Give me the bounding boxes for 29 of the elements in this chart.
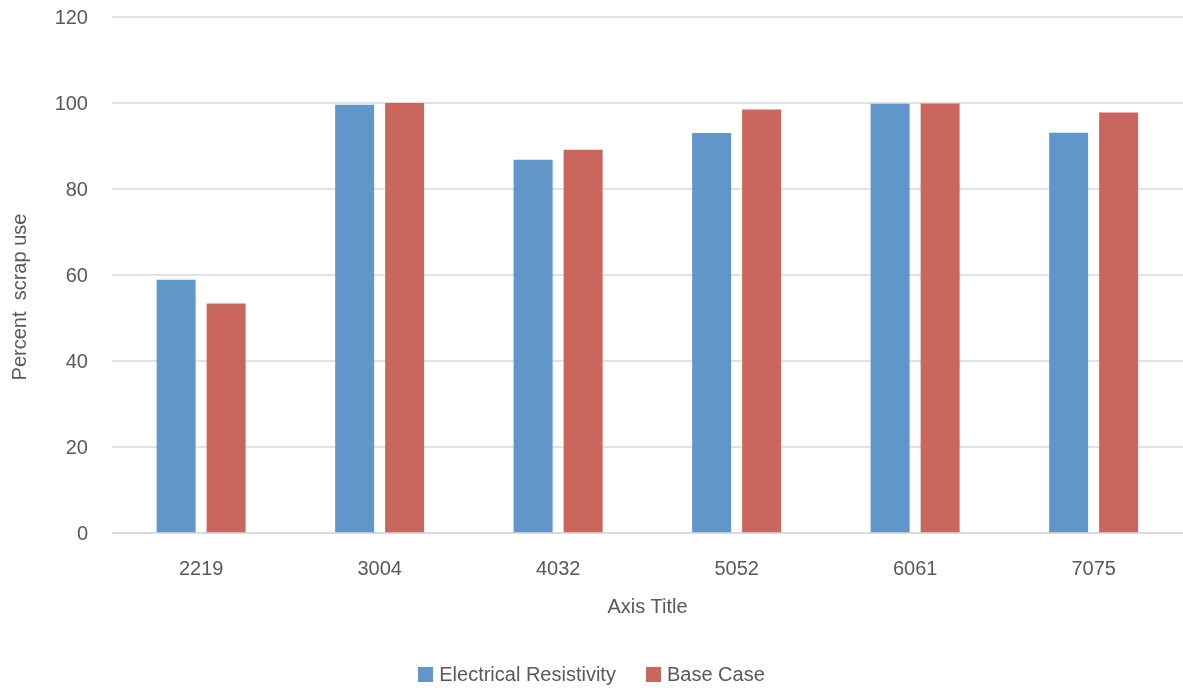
bar (206, 303, 246, 533)
y-axis-title: Percent scrap use (8, 213, 30, 381)
y-tick-label: 40 (65, 350, 88, 373)
bar (920, 103, 960, 533)
x-tick-label: 3004 (357, 557, 402, 580)
bar (563, 149, 603, 533)
x-tick-label: 5052 (714, 557, 759, 580)
bar (156, 279, 196, 533)
x-tick-label: 2219 (179, 557, 224, 580)
bar (513, 159, 553, 533)
bar (335, 104, 375, 533)
y-tick-label: 0 (76, 522, 88, 545)
x-axis-title: Axis Title (607, 595, 688, 617)
legend-label: Base Case (666, 662, 765, 686)
x-tick-label: 4032 (536, 557, 581, 580)
bar (742, 109, 782, 533)
bar (1099, 112, 1139, 533)
bar (870, 103, 910, 533)
y-tick-label: 120 (54, 6, 88, 29)
bar (692, 133, 732, 533)
x-tick-label: 7075 (1071, 557, 1116, 580)
bar (385, 103, 425, 533)
y-tick-label: 80 (65, 178, 88, 201)
legend-label: Electrical Resistivity (439, 662, 616, 686)
y-tick-label: 20 (65, 436, 88, 459)
y-tick-label: 60 (65, 264, 88, 287)
x-tick-label: 6061 (893, 557, 938, 580)
y-tick-label: 100 (54, 92, 88, 115)
bar (1049, 132, 1089, 533)
